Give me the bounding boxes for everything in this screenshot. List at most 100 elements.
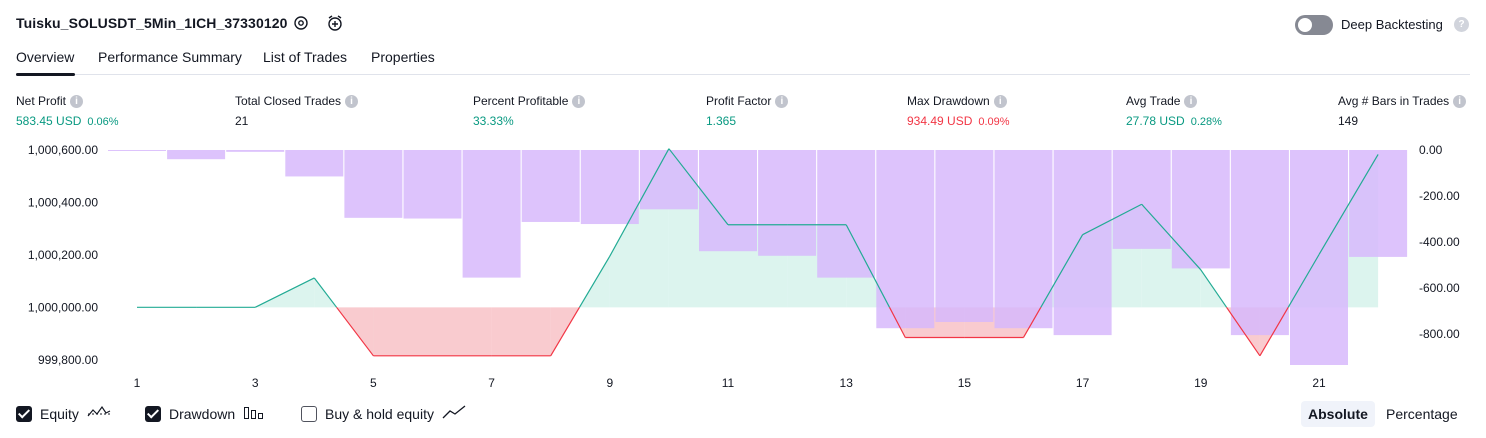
info-icon[interactable]: i — [1184, 94, 1198, 108]
right-axis-tick: 0.00 — [1419, 143, 1443, 157]
equity-line-icon — [87, 404, 111, 423]
drawdown-label: Drawdown — [169, 405, 236, 422]
equity-line-segment — [1082, 203, 1142, 236]
drawdown-bar — [344, 150, 403, 218]
metric-value: 21 — [235, 114, 249, 128]
trend-line-icon — [442, 404, 466, 423]
tab-divider — [16, 74, 1470, 75]
x-axis-tick: 19 — [1194, 376, 1208, 390]
equity-line-segment — [1200, 269, 1228, 308]
bar-chart-icon — [243, 404, 265, 423]
x-axis-tick: 3 — [252, 376, 259, 390]
x-axis-tick: 13 — [840, 376, 854, 390]
drawdown-bar — [108, 150, 166, 151]
equity-line-segment — [1141, 203, 1202, 271]
drawdown-bar — [1349, 150, 1408, 257]
info-icon[interactable]: i — [1453, 94, 1467, 108]
right-axis-tick: -800.00 — [1419, 327, 1460, 341]
metric-label: Net Profit — [16, 94, 67, 108]
equity-line-segment — [1259, 307, 1289, 357]
settings-icon[interactable] — [292, 14, 310, 32]
info-icon[interactable]: i — [345, 94, 359, 108]
buy-hold-checkbox[interactable] — [301, 405, 317, 422]
metric-percent: 0.28% — [1190, 116, 1222, 128]
tab-bar: Overview Performance Summary List of Tra… — [0, 46, 1470, 76]
equity-line-segment — [1040, 234, 1084, 308]
equity-line-segment — [1318, 154, 1379, 255]
drawdown-bar — [580, 150, 639, 225]
metric-value: 1.365 — [706, 114, 737, 128]
metric-value: 33.33% — [473, 114, 514, 128]
equity-checkbox[interactable] — [16, 405, 32, 422]
drawdown-area — [336, 307, 374, 356]
drawdown-bar — [1230, 150, 1289, 336]
drawdown-bar — [758, 150, 817, 256]
x-axis-tick: 5 — [370, 376, 377, 390]
drawdown-area — [432, 307, 492, 356]
equity-line-segment — [668, 148, 729, 226]
metric-net-profit: Net Profit i 583.45 USD 0.06% — [16, 94, 119, 128]
metric-percent: 0.09% — [978, 116, 1010, 128]
equity-drawdown-chart[interactable]: 1,000,600.00 1,000,400.00 1,000,200.00 1,00… — [0, 140, 1486, 392]
equity-line-segment — [578, 255, 611, 308]
drawdown-bar — [876, 150, 935, 329]
tab-overview[interactable]: Overview — [16, 49, 75, 65]
drawdown-bar — [699, 150, 757, 252]
drawdown-bar — [226, 150, 285, 152]
drawdown-area — [373, 307, 433, 356]
absolute-button[interactable]: Absolute — [1301, 401, 1375, 427]
buy-hold-label: Buy & hold equity — [325, 405, 434, 422]
tab-list-of-trades[interactable]: List of Trades — [263, 49, 348, 65]
add-alert-icon[interactable] — [326, 14, 344, 32]
left-axis-tick: 1,000,400.00 — [28, 195, 98, 209]
buy-hold-toggle[interactable]: Buy & hold equity — [301, 404, 466, 423]
right-axis-tick: -400.00 — [1419, 235, 1460, 249]
metric-label: Profit Factor — [706, 94, 772, 108]
info-icon[interactable]: i — [993, 94, 1007, 108]
x-axis-tick: 7 — [488, 376, 495, 390]
info-icon[interactable]: i — [70, 94, 84, 108]
metric-label: Avg # Bars in Trades — [1338, 94, 1450, 108]
drawdown-bar — [462, 150, 521, 278]
equity-line-segment — [609, 148, 670, 257]
metric-label: Max Drawdown — [907, 94, 990, 108]
drawdown-bar — [1112, 150, 1171, 249]
metric-max-drawdown: Max Drawdown i 934.49 USD 0.09% — [907, 94, 1010, 128]
drawdown-bar — [285, 150, 344, 177]
drawdown-bar — [994, 150, 1053, 329]
metric-label: Avg Trade — [1126, 94, 1181, 108]
left-axis-tick: 1,000,200.00 — [28, 248, 98, 262]
equity-toggle[interactable]: Equity — [16, 404, 111, 423]
metric-value: 27.78 USD — [1126, 114, 1185, 128]
deep-backtesting-toggle[interactable] — [1295, 15, 1333, 35]
drawdown-toggle[interactable]: Drawdown — [145, 404, 265, 423]
metric-label: Percent Profitable — [473, 94, 569, 108]
info-icon[interactable]: i — [775, 94, 789, 108]
metric-profit-factor: Profit Factor i 1.365 — [706, 94, 789, 128]
metric-value: 149 — [1338, 114, 1359, 128]
tab-performance-summary[interactable]: Performance Summary — [98, 49, 242, 65]
drawdown-bar — [167, 150, 226, 160]
equity-line-segment — [845, 224, 891, 308]
info-icon[interactable]: i — [572, 94, 586, 108]
equity-line-segment — [1022, 307, 1042, 338]
metric-percent-profitable: Percent Profitable i 33.33% — [473, 94, 586, 128]
percentage-button[interactable]: Percentage — [1386, 406, 1458, 422]
active-tab-indicator — [16, 73, 75, 76]
drawdown-area — [491, 307, 551, 356]
drawdown-checkbox[interactable] — [145, 405, 161, 422]
deep-backtesting-label: Deep Backtesting — [1341, 17, 1443, 32]
x-axis-tick: 11 — [722, 376, 735, 390]
right-axis-tick: -600.00 — [1419, 281, 1460, 295]
equity-line-segment — [313, 277, 338, 308]
x-axis-tick: 21 — [1312, 376, 1326, 390]
help-icon[interactable]: ? — [1454, 17, 1469, 32]
x-axis-tick: 17 — [1076, 376, 1090, 390]
metric-avg-trade: Avg Trade i 27.78 USD 0.28% — [1126, 94, 1222, 128]
equity-line-segment — [550, 307, 580, 357]
tab-properties[interactable]: Properties — [371, 49, 435, 65]
drawdown-bar — [403, 150, 462, 219]
left-axis-tick: 999,800.00 — [38, 353, 98, 367]
equity-line-segment — [336, 306, 374, 357]
metric-avg-bars: Avg # Bars in Trades i 149 — [1338, 94, 1467, 128]
